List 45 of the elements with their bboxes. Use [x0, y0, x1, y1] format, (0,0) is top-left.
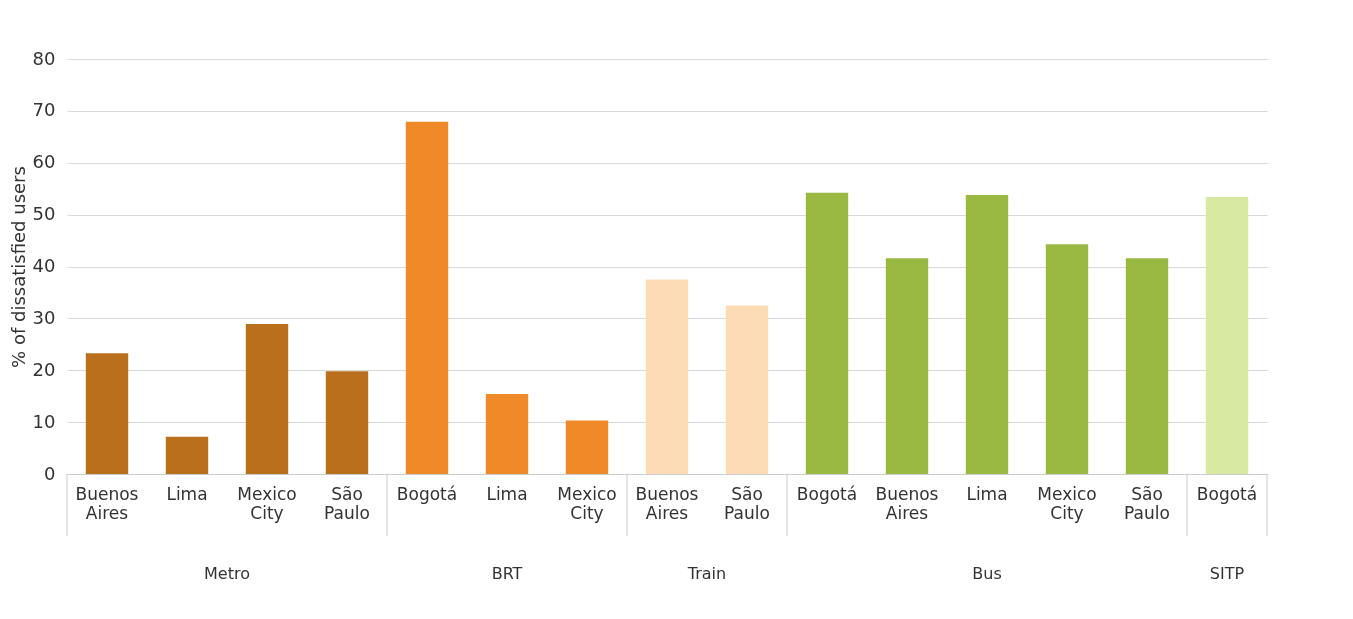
- text: BRT: [491, 564, 523, 583]
- x-tick-label: Bogotá: [1196, 483, 1258, 504]
- x-tick-label: Mexico City: [1037, 483, 1097, 523]
- bar: [165, 436, 209, 474]
- bar: [405, 121, 449, 474]
- text: SITP: [1209, 564, 1245, 583]
- text: Bus: [972, 564, 1002, 583]
- bar: [85, 353, 129, 474]
- y-tick-label: 30: [32, 306, 56, 328]
- x-tick-label: Lima: [966, 483, 1008, 504]
- x-tick-label: São Paulo: [1124, 483, 1170, 523]
- y-tick-label: 0: [44, 462, 56, 484]
- bar: [645, 279, 689, 474]
- x-tick-label: Lima: [166, 483, 208, 504]
- bar: [565, 420, 609, 474]
- y-tick-label: 60: [32, 151, 56, 173]
- y-tick-label: 80: [32, 47, 56, 69]
- y-tick-label: 70: [32, 99, 56, 121]
- x-tick-label: Buenos Aires: [635, 483, 699, 523]
- x-tick-label: Buenos Aires: [875, 483, 939, 523]
- bar: [1125, 258, 1169, 474]
- x-tick-label: Mexico City: [557, 483, 617, 523]
- x-tick-label: Buenos Aires: [75, 483, 139, 523]
- y-tick-label: 20: [32, 358, 56, 380]
- x-tick-label: Mexico City: [237, 483, 297, 523]
- y-tick-label: 40: [32, 255, 56, 276]
- x-tick-label: Bogotá: [796, 483, 858, 504]
- bar: [885, 258, 929, 474]
- x-tick-label: Bogotá: [396, 483, 458, 504]
- text: Metro: [204, 564, 250, 583]
- x-tick-label: Lima: [486, 483, 528, 504]
- text: Train: [686, 564, 727, 583]
- bar: [485, 394, 529, 474]
- y-axis-title: % of dissatisfied users: [7, 166, 29, 368]
- bar: [1205, 196, 1249, 474]
- bar: [805, 192, 849, 474]
- y-tick-label: 50: [32, 203, 56, 225]
- bar: [325, 371, 369, 474]
- bar: [965, 194, 1009, 474]
- bar: [245, 324, 289, 474]
- y-tick-label: 10: [32, 410, 56, 432]
- bar: [725, 305, 769, 474]
- x-tick-label: São Paulo: [324, 483, 370, 523]
- bar: [1045, 244, 1089, 474]
- x-tick-label: São Paulo: [724, 483, 770, 523]
